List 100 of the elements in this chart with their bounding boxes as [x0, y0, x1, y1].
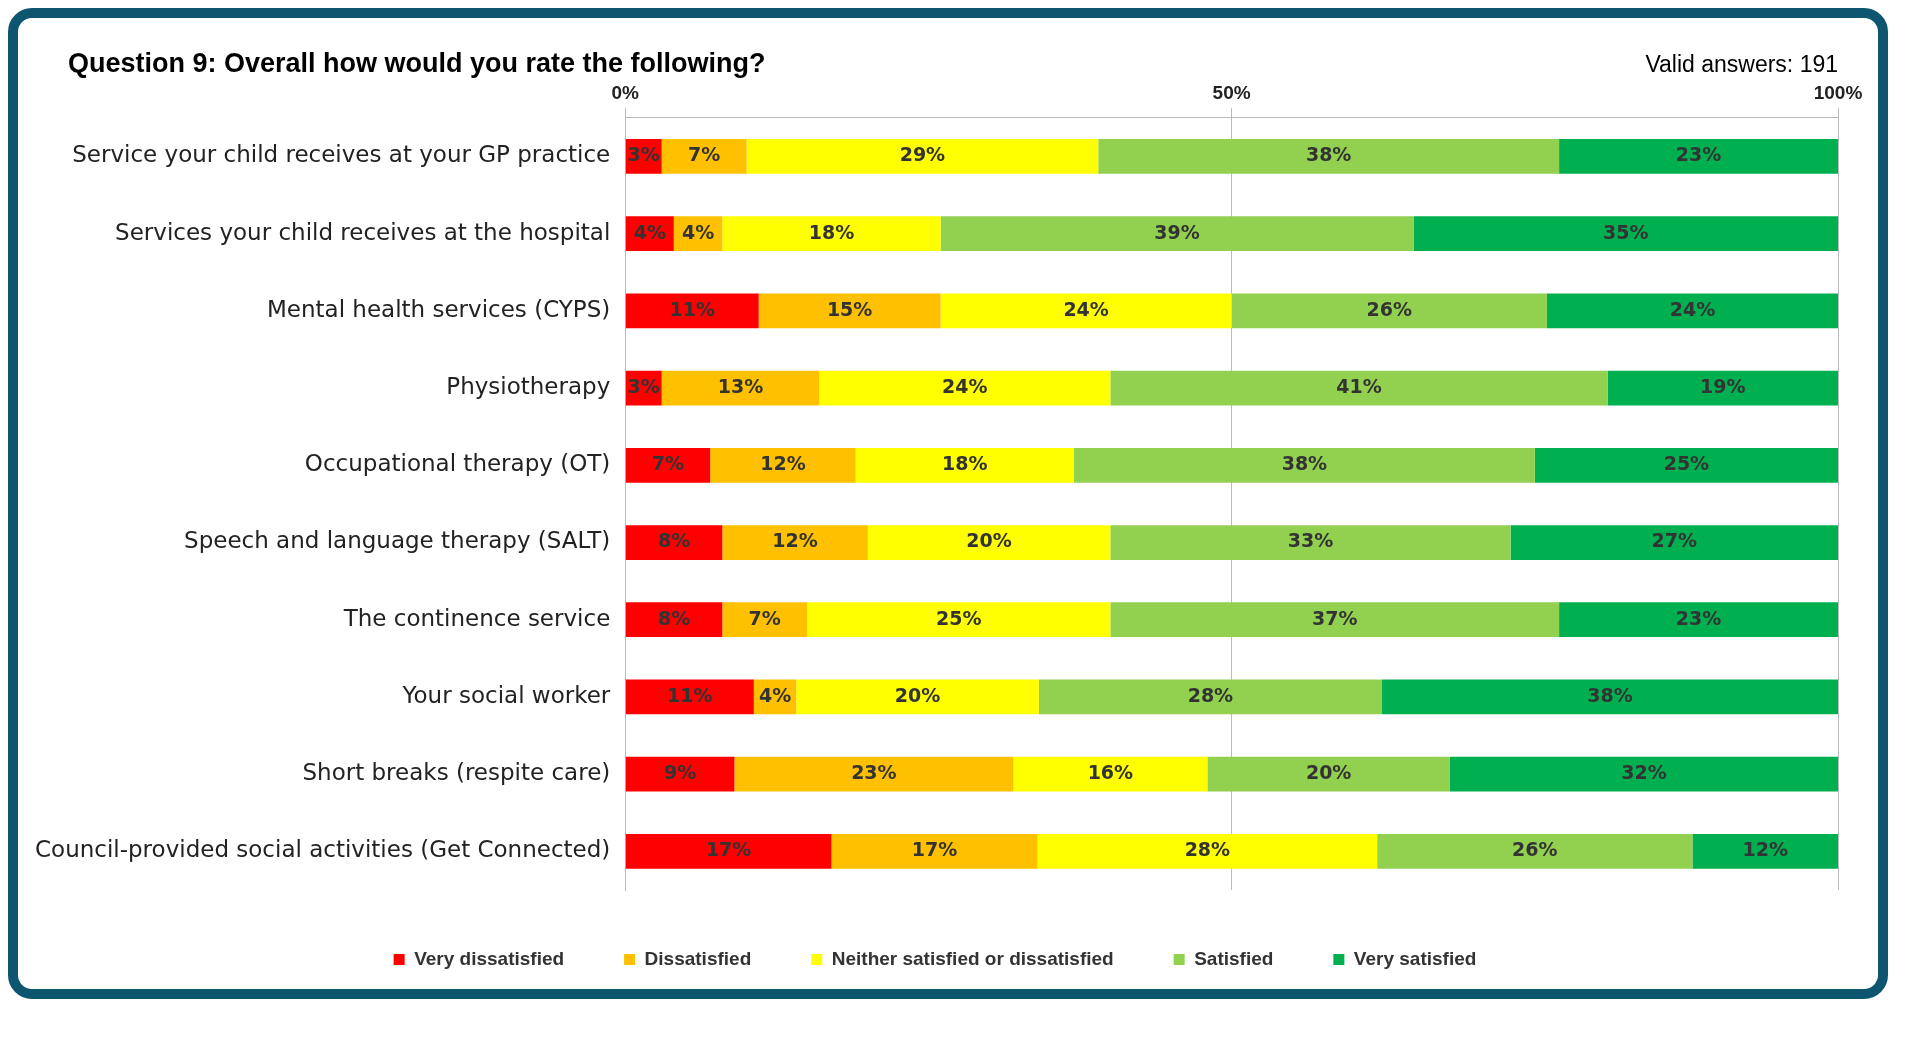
legend-label: Very dissatisfied: [414, 947, 565, 969]
data-label: 20%: [966, 529, 1012, 552]
bar: [1110, 370, 1608, 406]
x-tick-label: 0%: [611, 81, 640, 103]
data-label: 18%: [808, 220, 855, 243]
bar: [661, 370, 820, 406]
data-label: 19%: [1700, 375, 1746, 398]
data-label: 3%: [627, 143, 660, 166]
bar: [1607, 370, 1838, 406]
bar: [1110, 602, 1560, 638]
data-label: 12%: [772, 529, 818, 552]
y-tick-label: Mental health services (CYPS): [266, 295, 611, 322]
data-label: 11%: [667, 683, 713, 706]
bar: [1013, 756, 1208, 792]
legend-label: Very satisfied: [1353, 947, 1477, 969]
bar: [796, 679, 1039, 715]
data-label: 25%: [936, 606, 982, 629]
data-label: 7%: [651, 452, 685, 475]
bar: [625, 602, 723, 638]
data-label: 26%: [1512, 838, 1558, 861]
data-label: 23%: [851, 761, 897, 784]
bar: [1546, 293, 1838, 329]
bar: [1207, 756, 1450, 792]
data-label: 24%: [1669, 297, 1716, 320]
bar: [1073, 447, 1535, 483]
bar: [625, 756, 735, 792]
data-label: 26%: [1366, 297, 1413, 320]
data-label: 18%: [942, 452, 988, 475]
legend-label: Satisfied: [1194, 947, 1274, 969]
data-label: 41%: [1336, 375, 1382, 398]
data-label: 4%: [681, 220, 715, 243]
bar: [1559, 602, 1838, 638]
data-label: 39%: [1154, 220, 1200, 243]
x-tick-label: 100%: [1813, 81, 1863, 103]
bar: [722, 216, 941, 251]
x-tick-label: 50%: [1212, 81, 1251, 103]
bar: [722, 525, 868, 560]
data-label: 3%: [627, 375, 660, 398]
text: Valid answers: 191: [1645, 51, 1838, 77]
bar: [1692, 834, 1838, 869]
bar: [625, 525, 723, 560]
y-tick-label: Council-provided social activities (Get Connected): [35, 836, 611, 863]
bar: [940, 293, 1232, 329]
bar: [661, 139, 747, 174]
bar: [1559, 139, 1838, 174]
bar: [867, 525, 1111, 560]
bar: [1534, 447, 1838, 483]
bar: [625, 293, 759, 329]
bar: [1413, 216, 1838, 251]
bar: [1510, 525, 1838, 560]
bar: [1110, 525, 1511, 560]
data-label: 38%: [1587, 683, 1633, 706]
data-label: 7%: [748, 606, 781, 629]
data-label: 7%: [687, 143, 721, 166]
y-tick-label: Short breaks (respite care): [302, 759, 611, 786]
data-label: 20%: [1305, 761, 1352, 784]
bar: [1449, 756, 1838, 792]
bar: [807, 602, 1111, 638]
bar: [746, 139, 1099, 174]
bar: [710, 447, 856, 483]
data-label: 29%: [899, 143, 946, 166]
bar: [722, 602, 808, 638]
bar: [819, 370, 1111, 406]
data-label: 35%: [1603, 220, 1649, 243]
data-label: 8%: [657, 529, 691, 552]
legend-label: Dissatisfied: [644, 947, 752, 969]
data-label: 32%: [1621, 761, 1667, 784]
data-label: 23%: [1675, 143, 1722, 166]
data-label: 12%: [760, 452, 806, 475]
data-label: 17%: [705, 838, 752, 861]
data-label: 25%: [1663, 452, 1710, 475]
data-label: 38%: [1281, 452, 1328, 475]
data-label: 38%: [1305, 143, 1352, 166]
bar: [1382, 679, 1838, 715]
bar: [1098, 139, 1560, 174]
data-label: 17%: [911, 838, 958, 861]
bar: [1231, 293, 1547, 329]
data-label: 28%: [1184, 838, 1231, 861]
bar: [758, 293, 941, 329]
bar: [940, 216, 1414, 251]
bar: [1038, 679, 1383, 715]
data-label: 33%: [1287, 529, 1334, 552]
data-label: 27%: [1651, 529, 1698, 552]
bar: [625, 679, 754, 715]
data-label: 9%: [663, 761, 697, 784]
data-label: 16%: [1087, 761, 1134, 784]
y-tick-label: The continence service: [342, 604, 611, 631]
data-label: 15%: [826, 297, 873, 320]
data-label: 4%: [758, 683, 792, 706]
y-tick-label: Services your child receives at the hospital: [115, 218, 611, 245]
data-label: 13%: [717, 375, 764, 398]
bar: [1037, 834, 1378, 869]
data-label: 4%: [633, 220, 666, 243]
y-tick-label: Service your child receives at your GP practice: [72, 141, 611, 168]
bar: [831, 834, 1038, 869]
data-label: 11%: [669, 297, 715, 320]
chart-title: Question 9: Overall how would you rate the following?: [68, 48, 766, 79]
legend-label: Neither satisfied or dissatisfied: [831, 947, 1114, 969]
data-label: 24%: [1063, 297, 1109, 320]
bar: [1377, 834, 1693, 869]
